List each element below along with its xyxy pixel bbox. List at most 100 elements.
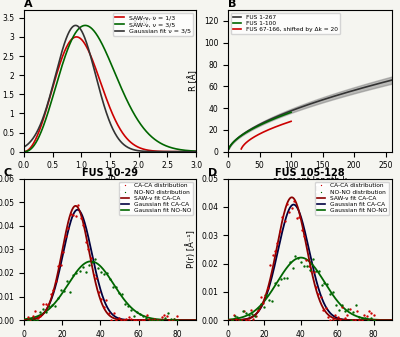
Point (131, 313, 138, 318)
Point (231, 313, 238, 318)
Point (70, 272, 77, 278)
Point (370, 312, 377, 317)
Point (104, 270, 110, 275)
Point (148, 317, 155, 323)
Point (79, 264, 86, 270)
Point (359, 315, 365, 320)
Point (123, 316, 130, 322)
Point (296, 215, 302, 220)
Point (134, 309, 140, 314)
Point (90, 272, 97, 278)
Point (64, 279, 70, 284)
Point (264, 285, 271, 290)
Point (40, 302, 46, 307)
Point (301, 234, 307, 239)
Point (231, 312, 237, 318)
Point (307, 268, 313, 273)
Point (168, 317, 174, 322)
Point (291, 199, 298, 204)
Point (55, 264, 61, 269)
Point (141, 317, 147, 323)
Point (346, 306, 353, 311)
Title: FUS 105-128: FUS 105-128 (275, 168, 345, 178)
Point (252, 314, 258, 319)
Point (354, 309, 360, 314)
Point (28, 316, 34, 321)
Point (136, 317, 142, 323)
Point (128, 307, 134, 312)
Point (278, 277, 284, 282)
Point (25, 315, 31, 320)
Point (240, 308, 246, 314)
Text: B: B (228, 0, 236, 9)
Point (61, 289, 68, 294)
Point (332, 312, 338, 318)
Point (322, 305, 329, 311)
Point (330, 290, 336, 295)
Point (250, 316, 256, 322)
Point (298, 227, 305, 232)
Point (263, 292, 270, 297)
Point (35, 315, 41, 320)
Point (310, 270, 317, 275)
Point (166, 317, 172, 323)
Point (75, 202, 82, 208)
Point (88, 255, 94, 260)
Point (161, 313, 168, 318)
Point (365, 317, 371, 323)
Point (37, 310, 43, 315)
Point (152, 317, 159, 323)
Point (292, 253, 299, 258)
Point (228, 317, 235, 323)
Point (110, 284, 116, 289)
Point (366, 308, 372, 314)
Point (47, 291, 54, 296)
Point (86, 262, 92, 268)
Point (347, 317, 354, 323)
Point (228, 317, 235, 323)
Point (318, 282, 325, 288)
Text: A: A (24, 0, 33, 9)
Point (310, 256, 316, 262)
Point (146, 316, 152, 321)
Point (137, 311, 144, 316)
Point (106, 310, 112, 315)
Legend: CA-CA distribution, NO-NO distribution, SAW-ν fit CA-CA, Gaussian fit CA-CA, Gau: CA-CA distribution, NO-NO distribution, … (119, 182, 193, 215)
Point (169, 317, 175, 323)
Point (116, 315, 122, 321)
Point (351, 317, 358, 323)
Legend: CA-CA distribution, NO-NO distribution, SAW-ν fit CA-CA, Gaussian fit CA-CA, Gau: CA-CA distribution, NO-NO distribution, … (315, 182, 389, 215)
Point (260, 300, 266, 306)
Point (149, 317, 156, 323)
Point (274, 240, 281, 246)
Point (350, 309, 357, 315)
Point (82, 270, 89, 275)
Point (88, 260, 95, 265)
Point (246, 312, 252, 317)
Point (342, 315, 348, 320)
Point (101, 271, 107, 277)
Point (85, 246, 92, 252)
Point (154, 317, 160, 323)
Point (121, 317, 127, 323)
Point (334, 314, 341, 320)
Point (76, 269, 83, 274)
Point (315, 291, 322, 296)
Point (78, 215, 84, 221)
Point (248, 307, 254, 313)
Point (344, 312, 350, 318)
Point (272, 280, 278, 286)
Point (282, 218, 288, 224)
Point (25, 317, 31, 323)
Point (58, 287, 64, 293)
Point (70, 213, 76, 218)
Y-axis label: R [Å]: R [Å] (188, 70, 198, 91)
Point (93, 276, 99, 281)
Point (108, 317, 114, 323)
Point (67, 289, 74, 294)
Point (162, 316, 168, 321)
Point (308, 268, 314, 274)
Point (107, 276, 113, 282)
Point (294, 215, 300, 220)
Point (60, 250, 66, 255)
